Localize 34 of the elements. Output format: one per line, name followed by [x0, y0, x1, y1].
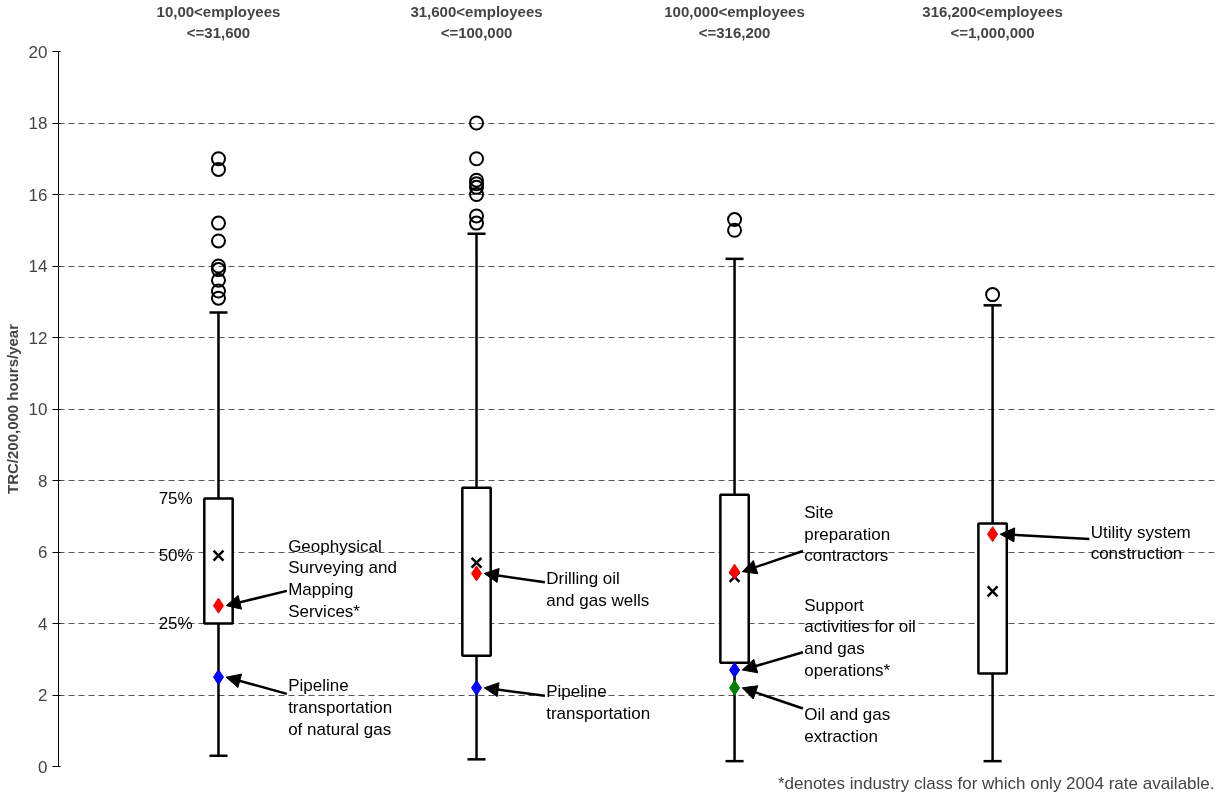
y-tick-label: 0 [38, 757, 48, 777]
x-tick-label: 31,600<employees <=100,000 [410, 3, 543, 41]
x-tick-label: 100,000<employees <=316,200 [664, 3, 805, 41]
point [212, 597, 224, 614]
annotation: Geophysical Surveying and Mapping Services* [288, 536, 397, 622]
point [987, 526, 999, 543]
y-tick-label: 8 [38, 471, 48, 491]
annotation: 25% [158, 614, 193, 633]
y-tick-label: 16 [28, 185, 48, 205]
y-tick-label: 20 [28, 42, 48, 62]
x-tick-label: 316,200<employees <=1,000,000 [922, 3, 1063, 41]
x-tick-label: 10,00<employees <=31,600 [156, 3, 281, 41]
annotation: Drilling oil and gas wells [546, 569, 650, 610]
y-axis-title: TRC/200,000 hours/year [3, 323, 21, 495]
point [729, 661, 741, 678]
annotation: Site preparation contractors [804, 502, 891, 566]
annotation: Utility system construction [1090, 522, 1191, 564]
y-tick-label: 6 [38, 543, 48, 562]
annotation: Pipeline transportation of natural gas [288, 676, 393, 739]
y-tick-label: 12 [28, 328, 48, 348]
y-tick-label: 2 [38, 686, 48, 705]
point [471, 565, 483, 582]
y-tick-label: 14 [28, 257, 48, 276]
y-tick-label: 10 [28, 400, 48, 419]
point [471, 679, 483, 696]
point [729, 563, 741, 580]
y-tick-label: 18 [28, 114, 48, 133]
annotation: Oil and gas extraction [804, 704, 891, 746]
annotation: 50% [158, 546, 193, 566]
annotation: 75% [158, 488, 193, 508]
text: *denotes industry class for which only 2004 rate available. [777, 773, 1215, 793]
y-tick-label: 4 [38, 614, 48, 634]
point [212, 669, 224, 686]
annotation: Pipeline transportation [546, 681, 651, 723]
